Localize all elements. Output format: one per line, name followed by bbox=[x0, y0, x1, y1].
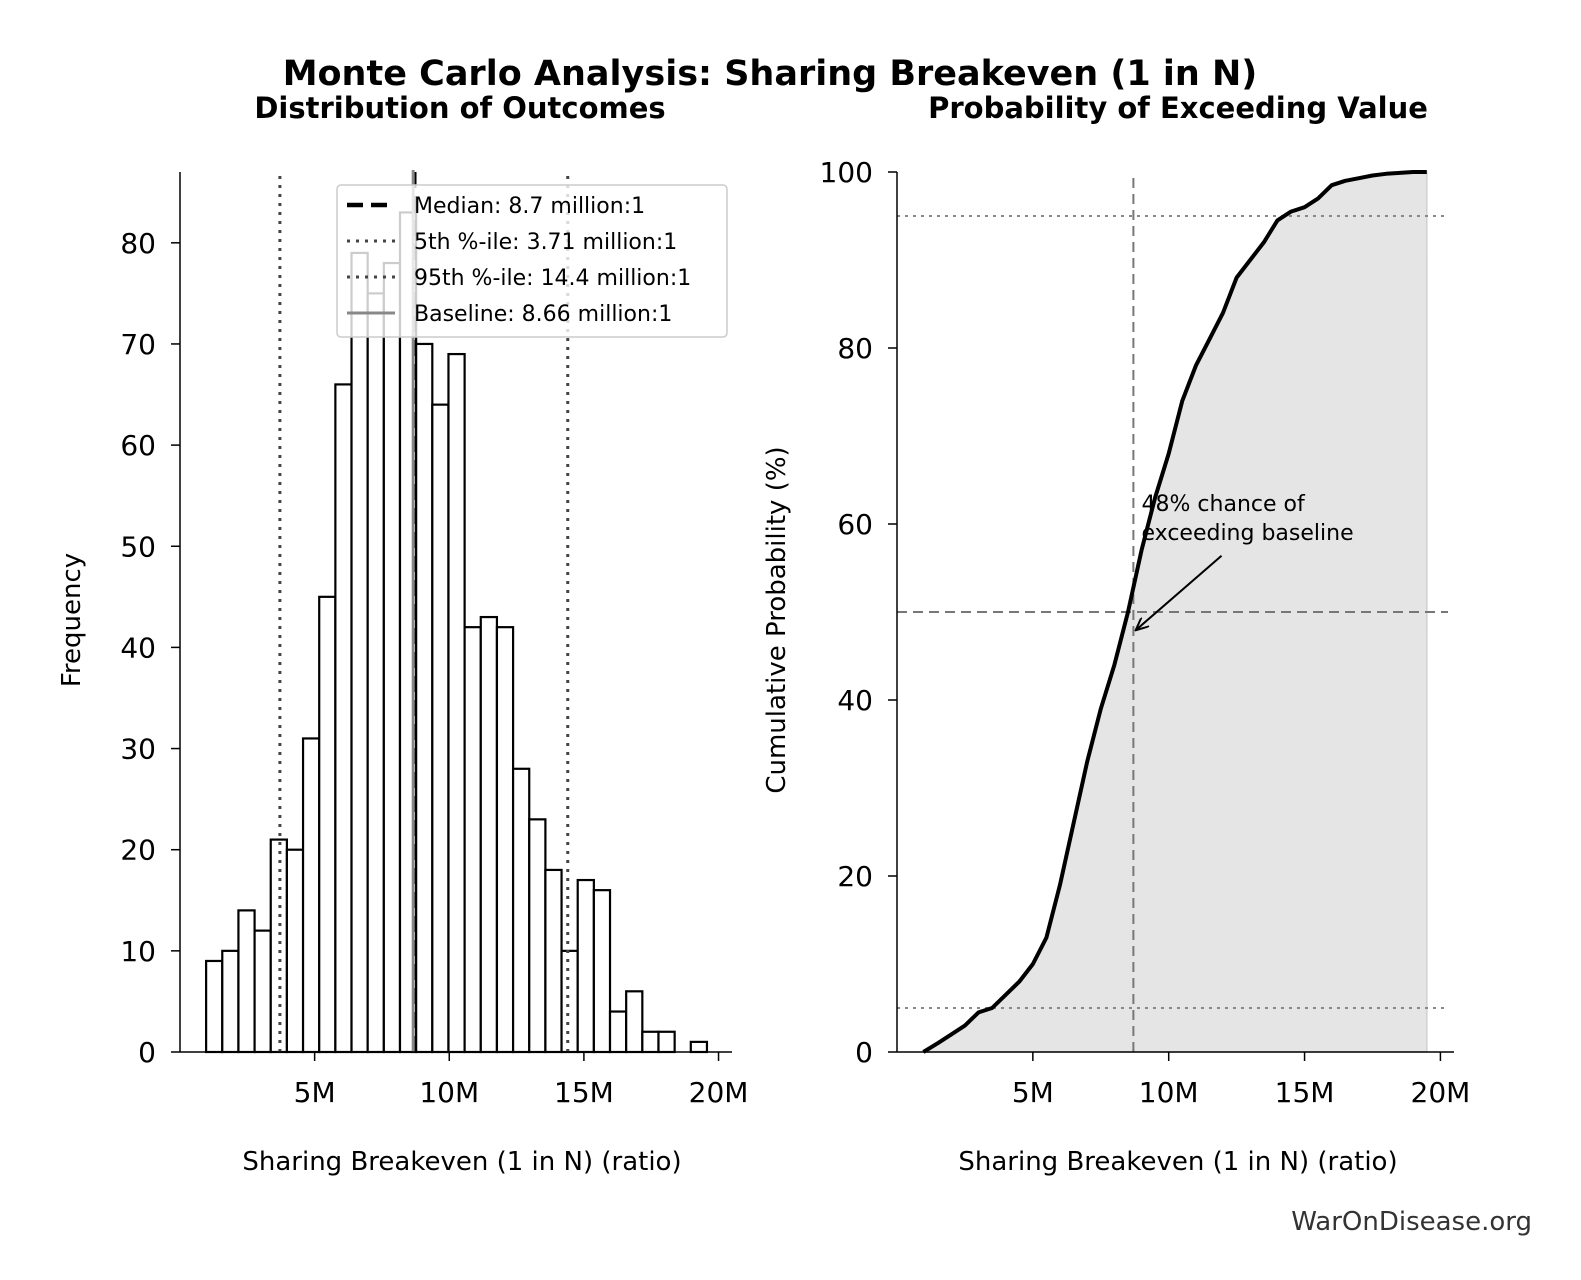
y-tick-label: 60 bbox=[120, 429, 156, 462]
histogram-bar bbox=[576, 878, 595, 1054]
cumulative-x-axis-label: Sharing Breakeven (1 in N) (ratio) bbox=[958, 1147, 1397, 1177]
y-tick-label: 50 bbox=[120, 530, 156, 563]
histogram-bar bbox=[560, 949, 579, 1054]
histogram-bar bbox=[253, 929, 272, 1054]
histogram-bar bbox=[625, 990, 644, 1054]
annotation-text: 48% chance of bbox=[1142, 492, 1306, 517]
histogram-bar bbox=[544, 868, 563, 1054]
x-tick-label: 15M bbox=[1275, 1076, 1335, 1109]
histogram-bar bbox=[657, 1030, 676, 1054]
histogram-bar bbox=[511, 767, 531, 1054]
y-tick-label: 30 bbox=[120, 733, 156, 766]
histogram-bar bbox=[495, 626, 515, 1054]
histogram-bar bbox=[528, 818, 547, 1054]
x-tick-label: 10M bbox=[419, 1076, 479, 1109]
histogram-bar bbox=[285, 848, 305, 1054]
histogram-bar bbox=[301, 737, 321, 1054]
histogram-axes: 0 10 20 30 40 50 60 70 80 5M 10M 15M 20M bbox=[120, 172, 748, 1109]
cumulative-y-axis-label: Cumulative Probability (%) bbox=[762, 446, 792, 793]
y-tick-label: 70 bbox=[120, 328, 156, 361]
annotation-text: exceeding baseline bbox=[1142, 521, 1354, 546]
x-tick-label: 15M bbox=[554, 1076, 614, 1109]
legend-entry: 5th %-ile: 3.71 million:1 bbox=[414, 230, 677, 255]
histogram-bar bbox=[463, 626, 482, 1054]
y-tick-label: 80 bbox=[120, 227, 156, 260]
y-tick-label: 20 bbox=[837, 860, 873, 893]
x-tick-label: 10M bbox=[1139, 1076, 1199, 1109]
histogram-bar bbox=[318, 595, 337, 1054]
annotation-arrow bbox=[1136, 555, 1223, 630]
histogram-bar bbox=[350, 251, 369, 1054]
cumulative-title: Probability of Exceeding Value bbox=[928, 91, 1428, 125]
y-tick-label: 60 bbox=[837, 508, 873, 541]
histogram-bar bbox=[447, 352, 466, 1054]
annotation: 48% chance of exceeding baseline bbox=[1136, 492, 1354, 630]
x-tick-label: 5M bbox=[1012, 1076, 1054, 1109]
y-tick-label: 40 bbox=[120, 631, 156, 664]
histogram-bar bbox=[592, 889, 612, 1054]
legend: Median: 8.7 million:1 5th %-ile: 3.71 mil… bbox=[336, 184, 728, 338]
watermark: WarOnDisease.org bbox=[1291, 1207, 1532, 1237]
histogram-bar bbox=[366, 292, 385, 1054]
cumulative-line bbox=[922, 170, 1427, 1054]
histogram-bar bbox=[237, 909, 256, 1054]
legend-entry: Median: 8.7 million:1 bbox=[414, 194, 645, 219]
y-tick-label: 10 bbox=[120, 935, 156, 968]
y-tick-label: 0 bbox=[138, 1036, 156, 1069]
histogram-y-axis-label: Frequency bbox=[57, 553, 87, 687]
histogram-bar bbox=[221, 949, 240, 1054]
legend-entry: 95th %-ile: 14.4 million:1 bbox=[414, 266, 691, 291]
y-tick-label: 0 bbox=[855, 1036, 873, 1069]
histogram-bar bbox=[608, 1010, 628, 1054]
figure-title: Monte Carlo Analysis: Sharing Breakeven … bbox=[283, 54, 1258, 94]
histogram-bar bbox=[205, 959, 224, 1054]
y-tick-label: 40 bbox=[837, 684, 873, 717]
y-tick-label: 100 bbox=[820, 156, 873, 189]
histogram-bar bbox=[415, 342, 434, 1054]
histogram-bar bbox=[479, 615, 499, 1054]
legend-entry: Baseline: 8.66 million:1 bbox=[414, 302, 672, 327]
x-tick-label: 20M bbox=[1411, 1076, 1471, 1109]
histogram-bar bbox=[334, 383, 353, 1054]
histogram-panel: Distribution of Outcomes 0 10 20 30 40 50 60 70… bbox=[57, 91, 748, 1177]
histogram-title: Distribution of Outcomes bbox=[254, 91, 665, 125]
cumulative-panel: Probability of Exceeding Value 0 20 40 60 80… bbox=[762, 91, 1470, 1177]
histogram-bar bbox=[382, 261, 402, 1054]
y-tick-label: 80 bbox=[837, 332, 873, 365]
histogram-bar bbox=[689, 1040, 709, 1054]
x-tick-label: 5M bbox=[294, 1076, 336, 1109]
cumulative-plot bbox=[897, 170, 1448, 1054]
y-tick-label: 20 bbox=[120, 834, 156, 867]
histogram-x-axis-label: Sharing Breakeven (1 in N) (ratio) bbox=[242, 1147, 681, 1177]
histogram-bar bbox=[431, 403, 450, 1054]
x-tick-label: 20M bbox=[689, 1076, 749, 1109]
legend-box bbox=[336, 184, 728, 338]
histogram-bar bbox=[641, 1030, 660, 1054]
cumulative-axes: 0 20 40 60 80 100 5M 10M 15M 20M bbox=[820, 156, 1471, 1109]
